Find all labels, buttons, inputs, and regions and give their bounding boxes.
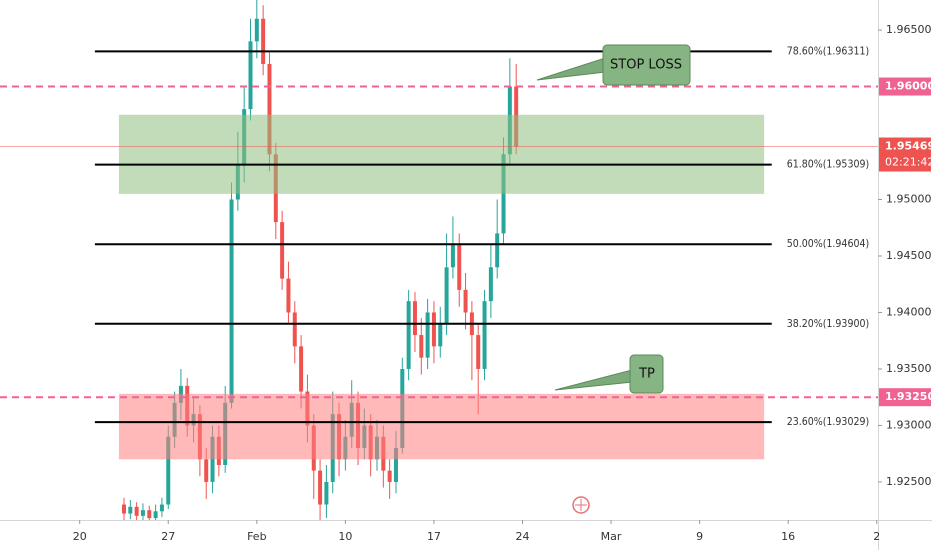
callout-box (602, 44, 691, 86)
fib-label: 38.20%(1.93900) (787, 318, 869, 330)
candle-body (280, 222, 285, 279)
candle-body (463, 289, 468, 313)
candle-body (248, 41, 253, 110)
x-tick-label: 2 (873, 530, 880, 543)
candle-body (431, 312, 436, 347)
fib-label: 23.60%(1.93029) (787, 416, 869, 428)
y-tick-label: 1.92500 (886, 475, 932, 488)
event-icon-cross (575, 499, 587, 511)
x-tick-label: 17 (427, 530, 441, 543)
candle-body (254, 18, 259, 42)
level-label-box (879, 77, 931, 96)
callout-text: STOP LOSS (610, 58, 682, 73)
y-tick-label: 1.96500 (886, 23, 932, 36)
x-tick-label: Feb (247, 530, 266, 543)
candle-body (286, 278, 291, 313)
candle-body (387, 470, 392, 482)
countdown-label: 02:21:42 (885, 156, 932, 169)
candle-body (393, 448, 398, 482)
candle-body (147, 510, 152, 519)
candle-body (261, 18, 266, 64)
candle-body (204, 459, 209, 482)
candle-body (324, 481, 329, 505)
candle-body (318, 470, 323, 505)
candle-body (501, 154, 506, 234)
last-price-box (879, 137, 931, 172)
candle-body (488, 267, 493, 302)
overlay: STOP LOSS TP (536, 44, 691, 514)
y-tick-label: 1.93500 (886, 362, 932, 375)
y-tick-label: 1.94000 (886, 305, 932, 318)
candle-body (476, 335, 481, 369)
candle-body (438, 323, 443, 347)
candle-body (140, 510, 145, 516)
candle-body (229, 199, 234, 403)
candle-body (166, 436, 171, 505)
candle-body (134, 506, 139, 516)
candle-body (450, 244, 455, 268)
x-tick-label: 10 (338, 530, 352, 543)
candle-body (419, 335, 424, 358)
x-tick-label: 9 (696, 530, 703, 543)
candle-body (444, 267, 449, 324)
candle-body (406, 301, 411, 369)
x-tick-label: 16 (781, 530, 795, 543)
callout-text: TP (638, 367, 655, 382)
candle-body (495, 233, 500, 268)
level-label-box (879, 388, 931, 407)
x-tick-label: 20 (73, 530, 87, 543)
candle-body (482, 301, 487, 369)
fib-label: 78.60%(1.96311) (787, 45, 869, 57)
x-tick-label: 27 (161, 530, 175, 543)
level-label: 1.96000 (885, 80, 932, 93)
candle-body (128, 506, 133, 514)
y-tick-label: 1.93000 (886, 418, 932, 431)
candle-body (121, 504, 126, 514)
zone (118, 393, 765, 460)
level-label: 1.93250 (885, 390, 932, 403)
zone (118, 114, 765, 194)
candle-body (412, 301, 417, 336)
candle-body (425, 312, 430, 358)
callout-box (629, 354, 664, 394)
last-price-label: 1.95469 (885, 140, 932, 153)
event-icon[interactable] (572, 496, 590, 514)
candle-body (153, 511, 158, 519)
x-tick-label: Mar (601, 530, 622, 543)
y-tick-label: 1.95000 (886, 193, 932, 206)
x-tick-label: 24 (515, 530, 529, 543)
y-tick-label: 1.94500 (886, 249, 932, 262)
fib-label: 50.00%(1.94604) (787, 238, 869, 250)
fib-label: 61.80%(1.95309) (787, 159, 869, 171)
candle-body (267, 63, 272, 155)
candle-body (292, 312, 297, 347)
candle-body (457, 244, 462, 290)
candle-body (299, 346, 304, 392)
candle-body (159, 504, 164, 512)
